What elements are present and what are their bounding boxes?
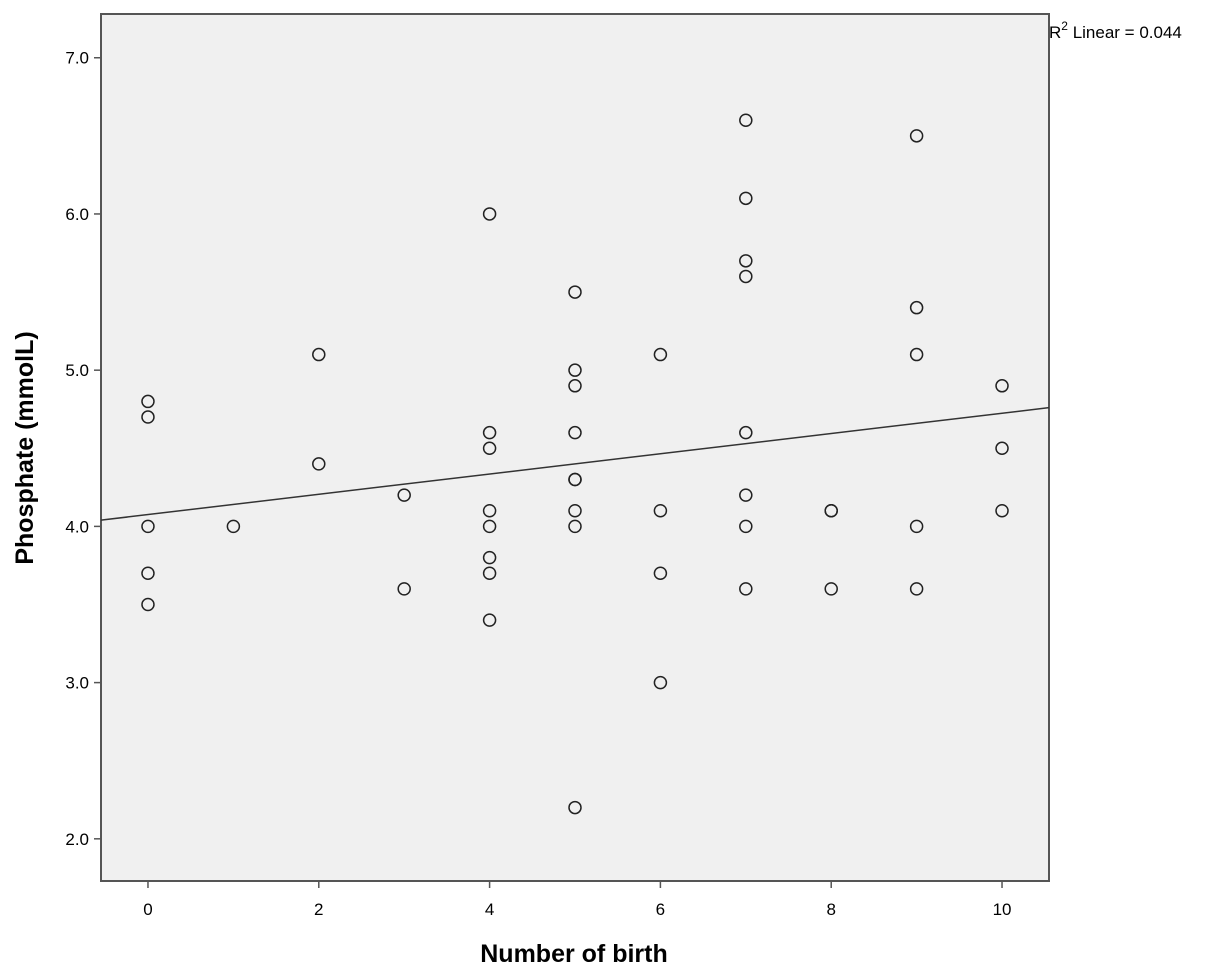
data-point <box>482 550 497 565</box>
fit-line-group <box>100 406 1050 521</box>
data-point <box>909 582 924 596</box>
data-point <box>739 191 753 206</box>
data-point <box>739 269 753 284</box>
x-tick-label: 10 <box>993 900 1012 919</box>
data-point <box>226 519 241 534</box>
data-point <box>739 425 753 440</box>
data-point <box>995 379 1009 393</box>
data-point <box>739 519 753 534</box>
y-axis-title: Phosphate (mmolL) <box>11 331 39 564</box>
data-point <box>312 457 326 471</box>
x-tick-label: 8 <box>826 900 835 919</box>
r-squared-value: Linear = 0.044 <box>1068 23 1182 42</box>
data-point <box>739 113 753 127</box>
y-tick-label: 5.0 <box>65 361 89 380</box>
data-point <box>653 675 668 690</box>
y-tick-label: 2.0 <box>65 830 89 849</box>
y-tick-label: 3.0 <box>65 674 89 693</box>
data-point <box>482 425 497 440</box>
data-point <box>141 410 155 424</box>
y-tick-label: 7.0 <box>65 49 89 68</box>
y-tick-label: 4.0 <box>65 517 89 536</box>
data-point <box>568 285 582 299</box>
data-points <box>141 113 1009 815</box>
plot-area <box>100 13 1050 882</box>
data-point <box>141 597 155 612</box>
r-squared-superscript: 2 <box>1061 19 1068 33</box>
data-point <box>653 504 668 518</box>
data-point <box>653 566 668 581</box>
y-tick-label: 6.0 <box>65 205 89 224</box>
data-point <box>568 425 582 440</box>
data-point <box>909 519 924 534</box>
data-point <box>482 207 497 221</box>
data-point <box>739 582 753 596</box>
data-point <box>568 519 582 534</box>
data-point <box>909 129 924 143</box>
data-point <box>141 394 155 409</box>
data-point <box>568 472 582 487</box>
x-axis-title: Number of birth <box>480 940 668 968</box>
data-point <box>141 566 155 581</box>
data-point <box>653 347 668 362</box>
data-point <box>739 488 753 502</box>
data-point <box>397 488 411 502</box>
x-tick-label: 6 <box>656 900 665 919</box>
data-point <box>568 504 582 518</box>
data-point <box>824 504 838 518</box>
r-squared-annotation: R2 Linear = 0.044 <box>1049 19 1182 42</box>
x-axis: 0 2 4 6 8 10 <box>143 881 1011 919</box>
x-tick-label: 2 <box>314 900 323 919</box>
data-point <box>482 441 497 456</box>
x-tick-label: 4 <box>485 900 494 919</box>
x-tick-label: 0 <box>143 900 152 919</box>
data-point <box>312 347 326 362</box>
data-point <box>482 566 497 581</box>
data-point <box>568 800 582 815</box>
data-point <box>482 613 497 627</box>
data-point <box>995 504 1009 518</box>
y-axis: 2.0 3.0 4.0 5.0 6.0 7.0 <box>65 49 101 849</box>
data-point <box>141 519 155 534</box>
data-point <box>568 363 582 377</box>
data-point <box>482 504 497 518</box>
linear-fit-line <box>100 406 1050 521</box>
data-point <box>995 441 1009 456</box>
data-point <box>568 379 582 393</box>
data-point <box>909 347 924 362</box>
data-point <box>397 582 411 596</box>
r-squared-label: R <box>1049 23 1061 42</box>
data-point <box>909 300 924 315</box>
data-point <box>482 519 497 534</box>
data-point <box>824 582 838 596</box>
data-point <box>739 254 753 268</box>
